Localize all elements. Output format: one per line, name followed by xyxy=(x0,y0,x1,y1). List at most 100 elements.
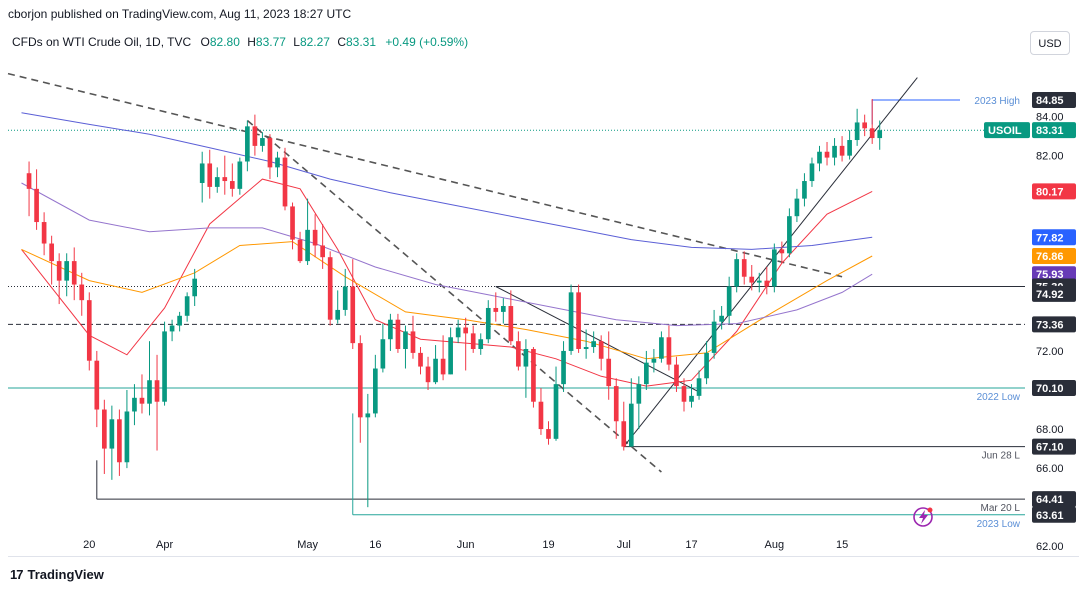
candle-body xyxy=(403,331,408,349)
moving-average-line xyxy=(21,112,873,250)
candle-body xyxy=(689,395,694,402)
candle-body xyxy=(591,341,596,348)
time-tick-label: 15 xyxy=(836,539,848,551)
time-tick-label: Jun xyxy=(457,539,475,551)
currency-button[interactable]: USD xyxy=(1030,31,1070,55)
candle-body xyxy=(787,216,792,254)
candle-body xyxy=(546,429,551,439)
price-badge-text: 63.61 xyxy=(1036,510,1064,522)
candle-body xyxy=(606,358,612,387)
candle-body xyxy=(350,286,356,344)
candle-body xyxy=(282,157,288,207)
candle-body xyxy=(320,245,325,258)
candle-body xyxy=(335,309,341,320)
candle-body xyxy=(229,181,235,189)
candle-body xyxy=(357,343,363,418)
moving-average-line xyxy=(21,182,873,327)
event-dot-icon xyxy=(927,507,933,513)
candle-body xyxy=(312,229,318,246)
candle-body xyxy=(455,327,461,338)
time-axis: 20 Apr May 16 Jun 19 Jul 17 Aug 15 xyxy=(83,539,848,551)
time-tick-label: 17 xyxy=(685,539,697,551)
candle-body xyxy=(869,128,875,139)
candle-body xyxy=(448,337,453,375)
candle-body xyxy=(139,397,145,404)
candle-body xyxy=(327,257,333,320)
tradingview-logo[interactable]: 17 TradingView xyxy=(10,567,104,582)
candle-body xyxy=(817,151,822,164)
candle-body xyxy=(102,409,107,449)
symbol-name[interactable]: CFDs on WTI Crude Oil, 1D, TVC xyxy=(12,35,192,49)
symbol-badge xyxy=(984,122,1030,139)
candle-body xyxy=(538,401,544,430)
price-badge xyxy=(1032,122,1076,139)
time-tick-label: 20 xyxy=(83,539,95,551)
candle-body xyxy=(410,331,416,353)
price-badge-text: 76.86 xyxy=(1036,251,1064,263)
price-badge xyxy=(1032,380,1076,397)
level-label: 2023 Low xyxy=(977,519,1021,530)
high-value: 83.77 xyxy=(255,35,286,49)
candle-body xyxy=(267,138,273,168)
candle-body xyxy=(433,358,438,383)
uptrend-line xyxy=(623,77,918,447)
candle-body xyxy=(531,348,536,402)
price-tick-label: 72.00 xyxy=(1036,346,1064,358)
candle-body xyxy=(741,259,747,277)
candle-body xyxy=(576,292,581,349)
tradingview-brand: TradingView xyxy=(27,567,104,582)
price-badge-text: 64.41 xyxy=(1036,494,1064,506)
candle-body xyxy=(644,362,649,385)
open-value: 82.80 xyxy=(209,35,240,49)
candle-body xyxy=(561,350,566,385)
price-badge-text: 67.10 xyxy=(1036,442,1064,454)
candle-body xyxy=(56,261,62,281)
candle-body xyxy=(275,157,280,168)
candle-body xyxy=(809,163,815,182)
candle-body xyxy=(162,331,167,402)
candle-body xyxy=(508,306,514,342)
open-label: O xyxy=(200,35,210,49)
candle-body xyxy=(613,386,619,422)
price-tick-label: 62.00 xyxy=(1036,541,1064,553)
candle-body xyxy=(734,259,740,287)
price-axis: 84.00 82.00 72.00 68.00 66.00 62.00 83.31 USOIL… xyxy=(984,91,1076,553)
candle-body xyxy=(290,206,295,240)
candle-body xyxy=(839,145,845,156)
price-badge xyxy=(1032,229,1076,246)
level-label: Mar 20 L xyxy=(981,503,1021,514)
candle-body xyxy=(440,358,446,375)
price-badge xyxy=(1032,506,1076,523)
close-label: C xyxy=(337,35,346,49)
price-badge-text: 83.31 xyxy=(1036,125,1064,137)
time-tick-label: Apr xyxy=(156,539,173,551)
price-badge xyxy=(1032,491,1076,508)
candle-body xyxy=(117,419,122,463)
candle-body xyxy=(49,243,54,262)
candle-body xyxy=(388,319,393,340)
candle-body xyxy=(94,360,100,410)
time-tick-label: 19 xyxy=(542,539,554,551)
price-badge xyxy=(1032,91,1076,108)
candle-body xyxy=(771,249,777,287)
price-badge-text: 77.82 xyxy=(1036,232,1064,244)
candle-body xyxy=(425,366,431,383)
candle-body xyxy=(79,284,85,301)
candle-body xyxy=(568,292,574,351)
tradingview-mark-icon: 17 xyxy=(10,567,24,582)
price-badge-text: 73.36 xyxy=(1036,319,1064,331)
candle-body xyxy=(192,278,198,297)
price-badge xyxy=(1032,438,1076,455)
candle-body xyxy=(418,352,423,367)
level-label: 2023 High xyxy=(974,96,1020,107)
candle-body xyxy=(132,397,137,412)
time-tick-label: 16 xyxy=(369,539,381,551)
change-value: +0.49 (+0.59%) xyxy=(385,35,469,49)
candle-body xyxy=(764,280,770,287)
candle-body xyxy=(463,327,469,334)
candle-body xyxy=(395,319,401,349)
candle-body xyxy=(862,122,867,129)
candle-body xyxy=(34,188,39,223)
horizontal-levels: 2023 High 2022 Low Jun 28 L Mar 20 L 2023 Lo… xyxy=(8,96,1029,530)
